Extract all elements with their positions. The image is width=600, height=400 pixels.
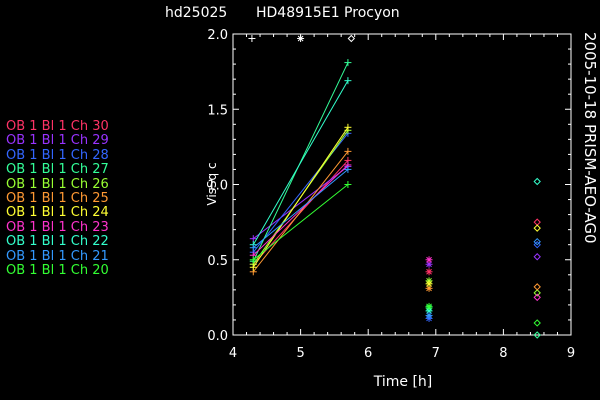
legend-entry: OB 1 Bl 1 Ch 24 (6, 205, 109, 221)
x-tick-label: 8 (499, 346, 507, 361)
series-line (252, 127, 349, 268)
y-tick-label: 2.0 (207, 28, 228, 43)
legend: OB 1 Bl 1 Ch 30 OB 1 Bl 1 Ch 29 OB 1 Bl 1 … (6, 119, 109, 279)
legend-entry: OB 1 Bl 1 Ch 20 (6, 263, 109, 279)
data-point-diamond (533, 319, 541, 327)
data-marks (248, 34, 541, 339)
legend-entry: OB 1 Bl 1 Ch 22 (6, 234, 109, 250)
data-point-diamond (533, 218, 541, 226)
data-point-star (425, 311, 433, 319)
data-point-plus (344, 181, 352, 188)
x-tick-label: 5 (296, 346, 304, 361)
data-point-star (425, 302, 433, 310)
series-line (252, 80, 349, 245)
data-point-diamond (533, 224, 541, 232)
data-point-diamond (533, 331, 541, 339)
chart-title-left: hd25025 (165, 5, 227, 21)
legend-entry: OB 1 Bl 1 Ch 30 (6, 119, 109, 134)
x-axis-label: Time [h] (373, 374, 433, 390)
legend-entry: OB 1 Bl 1 Ch 28 (6, 147, 109, 163)
data-point-plus (344, 123, 352, 131)
side-label: 2005-10-18 PRISM-AEO-AG0 (581, 32, 599, 244)
axes-frame: 4 5 6 7 8 9 0.0 0.5 1.0 1.5 2.0 (207, 28, 575, 361)
x-tick-label: 4 (229, 346, 237, 361)
data-point-diamond (533, 283, 541, 291)
x-tick-label: 6 (364, 346, 372, 361)
top-marker-plus (248, 35, 256, 43)
series-line (252, 164, 349, 256)
x-tick-label: 7 (432, 346, 440, 361)
data-point-star (425, 280, 433, 288)
legend-entry: OB 1 Bl 1 Ch 27 (6, 162, 109, 178)
legend-entry: OB 1 Bl 1 Ch 23 (6, 219, 109, 235)
data-point-plus (344, 77, 352, 85)
data-point-plus (249, 256, 257, 264)
series-line (252, 166, 349, 240)
y-tick-label: 1.0 (207, 179, 228, 194)
series-line (252, 151, 349, 273)
data-point-star (425, 256, 433, 264)
top-marker-diamond (347, 34, 356, 43)
chart-title-right: HD48915E1 Procyon (256, 5, 400, 21)
legend-entry: OB 1 Bl 1 Ch 21 (6, 248, 109, 264)
series-line (252, 169, 349, 249)
legend-entry: OB 1 Bl 1 Ch 29 (6, 133, 109, 149)
y-tick-label: 0.5 (207, 254, 228, 269)
data-point-plus (249, 235, 257, 243)
y-axis-label: VisSq c (205, 162, 219, 205)
plot-frame (232, 33, 572, 336)
data-point-plus (344, 59, 352, 67)
data-point-diamond (533, 177, 541, 186)
y-tick-label: 0.0 (207, 329, 228, 344)
data-point-plus (344, 147, 352, 155)
data-point-star (425, 268, 433, 276)
legend-entry: OB 1 Bl 1 Ch 26 (6, 176, 109, 192)
data-point-plus (249, 244, 257, 252)
y-tick-label: 1.5 (207, 103, 228, 118)
data-point-diamond (533, 240, 541, 249)
data-point-plus (344, 165, 352, 173)
series-line (252, 184, 349, 261)
data-point-star (425, 260, 433, 268)
data-point-diamond (533, 289, 541, 297)
data-point-diamond (533, 237, 541, 246)
data-point-plus (249, 263, 257, 271)
data-point-diamond (533, 253, 541, 261)
top-marker-star (297, 35, 305, 43)
data-point-diamond (533, 293, 541, 302)
x-tick-label: 9 (567, 346, 575, 361)
legend-entry: OB 1 Bl 1 Ch 25 (6, 191, 109, 207)
